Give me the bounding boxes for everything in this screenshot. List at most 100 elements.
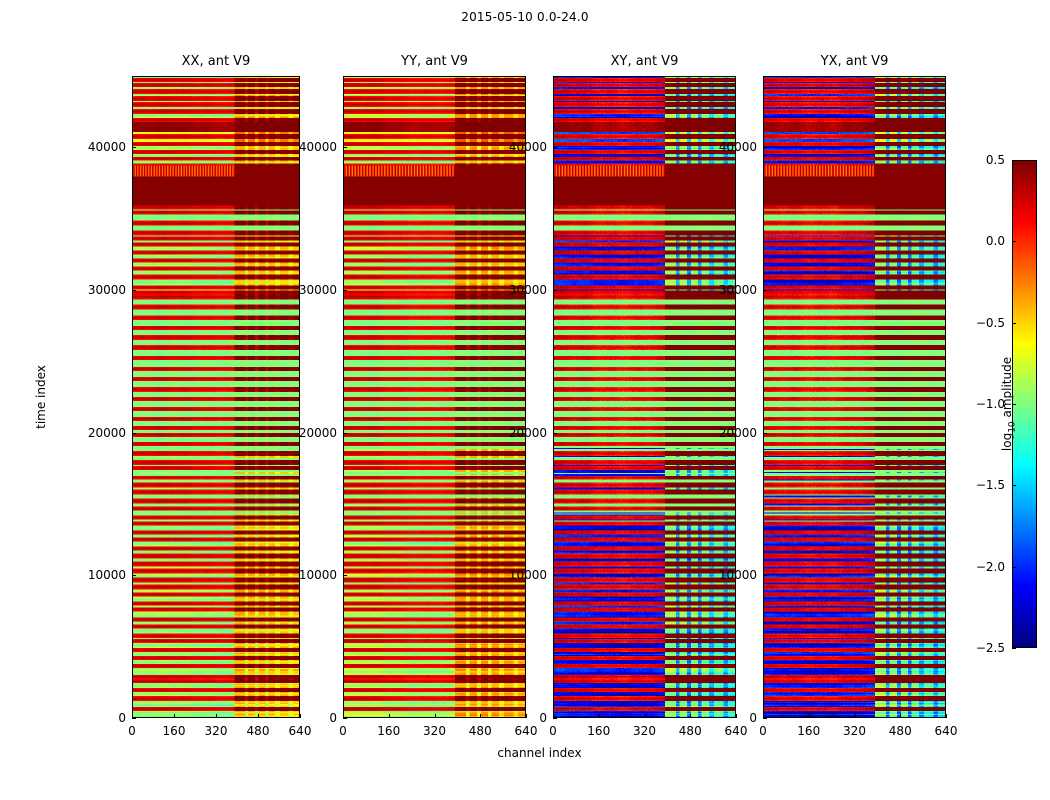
x-tick-label: 320 (204, 724, 228, 738)
colorbar-label-main: log (1000, 432, 1014, 452)
y-tick-label: 0 (118, 711, 126, 725)
y-tick-mark (763, 147, 767, 148)
y-tick-mark (553, 433, 557, 434)
x-tick-mark (736, 714, 737, 718)
x-tick-mark (690, 714, 691, 718)
colorbar-tick-mark (1012, 648, 1016, 649)
y-tick-mark (132, 575, 136, 576)
x-tick-mark (343, 714, 344, 718)
y-tick-mark (343, 575, 347, 576)
x-tick-mark (258, 714, 259, 718)
x-tick-label: 640 (934, 724, 958, 738)
waterfall-image-yy (344, 77, 525, 717)
y-tick-label: 40000 (87, 140, 126, 155)
colorbar-tick-label: −2.5 (975, 641, 1005, 655)
colorbar-tick-label: 0.0 (985, 234, 1005, 249)
y-tick-label: 20000 (508, 425, 547, 440)
x-tick-mark (480, 714, 481, 718)
waterfall-image-xx (133, 77, 299, 717)
y-tick-mark (343, 718, 347, 719)
y-tick-mark (553, 718, 557, 719)
y-tick-mark (132, 290, 136, 291)
y-tick-label: 20000 (298, 425, 337, 440)
waterfall-panel-xx (132, 76, 300, 718)
y-axis-label: time index (34, 365, 48, 429)
panel-title-yx: YX, ant V9 (820, 54, 889, 69)
x-tick-label: 480 (888, 724, 912, 738)
x-tick-label: 160 (797, 724, 821, 738)
x-tick-label: 320 (423, 724, 446, 738)
colorbar-tick-mark (1012, 404, 1016, 405)
y-tick-label: 0 (539, 711, 547, 725)
x-tick-mark (553, 714, 554, 718)
panel-title-xx: XX, ant V9 (181, 54, 251, 69)
y-tick-mark (132, 433, 136, 434)
colorbar-axis-label: log10 amplitude (1000, 357, 1017, 451)
x-tick-mark (132, 714, 133, 718)
x-tick-label: 0 (759, 724, 767, 738)
y-tick-label: 40000 (508, 140, 547, 155)
y-tick-label: 0 (749, 711, 757, 725)
y-tick-mark (763, 433, 767, 434)
colorbar-tick-mark (1012, 567, 1016, 568)
x-tick-label: 320 (633, 724, 656, 738)
x-tick-label: 160 (377, 724, 401, 738)
waterfall-image-xy (554, 77, 735, 717)
x-tick-label: 160 (162, 724, 186, 738)
x-tick-mark (809, 714, 810, 718)
y-tick-mark (553, 147, 557, 148)
x-tick-label: 0 (339, 724, 347, 738)
y-tick-mark (343, 433, 347, 434)
x-tick-mark (900, 714, 901, 718)
x-tick-label: 640 (288, 724, 312, 738)
y-tick-mark (343, 147, 347, 148)
x-tick-mark (855, 714, 856, 718)
x-tick-label: 480 (468, 724, 492, 738)
x-tick-label: 0 (128, 724, 136, 738)
colorbar-tick-mark (1012, 323, 1016, 324)
y-tick-mark (763, 290, 767, 291)
waterfall-image-yx (764, 77, 945, 717)
waterfall-panel-xy (553, 76, 736, 718)
colorbar-tick-label: 0.5 (985, 153, 1005, 167)
y-tick-label: 10000 (718, 568, 757, 583)
colorbar-tick-label: −2.0 (975, 559, 1005, 574)
y-tick-label: 20000 (87, 425, 126, 440)
x-tick-mark (946, 714, 947, 718)
x-tick-label: 480 (678, 724, 702, 738)
x-tick-label: 0 (549, 724, 557, 738)
colorbar-tick-label: −1.0 (975, 397, 1005, 411)
colorbar-tick-label: −1.5 (975, 478, 1005, 493)
x-tick-label: 480 (246, 724, 270, 738)
y-tick-label: 10000 (508, 568, 547, 583)
x-tick-label: 320 (843, 724, 866, 738)
y-tick-label: 40000 (718, 140, 757, 155)
y-tick-label: 30000 (508, 283, 547, 297)
y-tick-mark (553, 290, 557, 291)
colorbar-tick-label: −0.5 (975, 315, 1005, 330)
x-tick-mark (435, 714, 436, 718)
x-tick-label: 640 (724, 724, 748, 738)
colorbar-tick-mark (1012, 160, 1016, 161)
y-tick-label: 30000 (718, 283, 757, 297)
y-tick-mark (763, 718, 767, 719)
panel-title-yy: YY, ant V9 (401, 54, 468, 69)
colorbar-label-tail: amplitude (1000, 356, 1014, 422)
y-tick-label: 0 (329, 711, 337, 725)
x-tick-mark (763, 714, 764, 718)
x-tick-label: 160 (587, 724, 611, 738)
colorbar-tick-mark (1012, 241, 1016, 242)
x-tick-mark (599, 714, 600, 718)
y-tick-mark (763, 575, 767, 576)
y-tick-label: 10000 (298, 568, 337, 583)
y-tick-label: 10000 (87, 568, 126, 583)
y-tick-label: 30000 (298, 283, 337, 297)
y-tick-mark (343, 290, 347, 291)
x-tick-mark (216, 714, 217, 718)
x-tick-mark (645, 714, 646, 718)
x-tick-label: 640 (514, 724, 538, 738)
x-axis-label: channel index (497, 746, 582, 760)
x-tick-mark (389, 714, 390, 718)
x-tick-mark (526, 714, 527, 718)
